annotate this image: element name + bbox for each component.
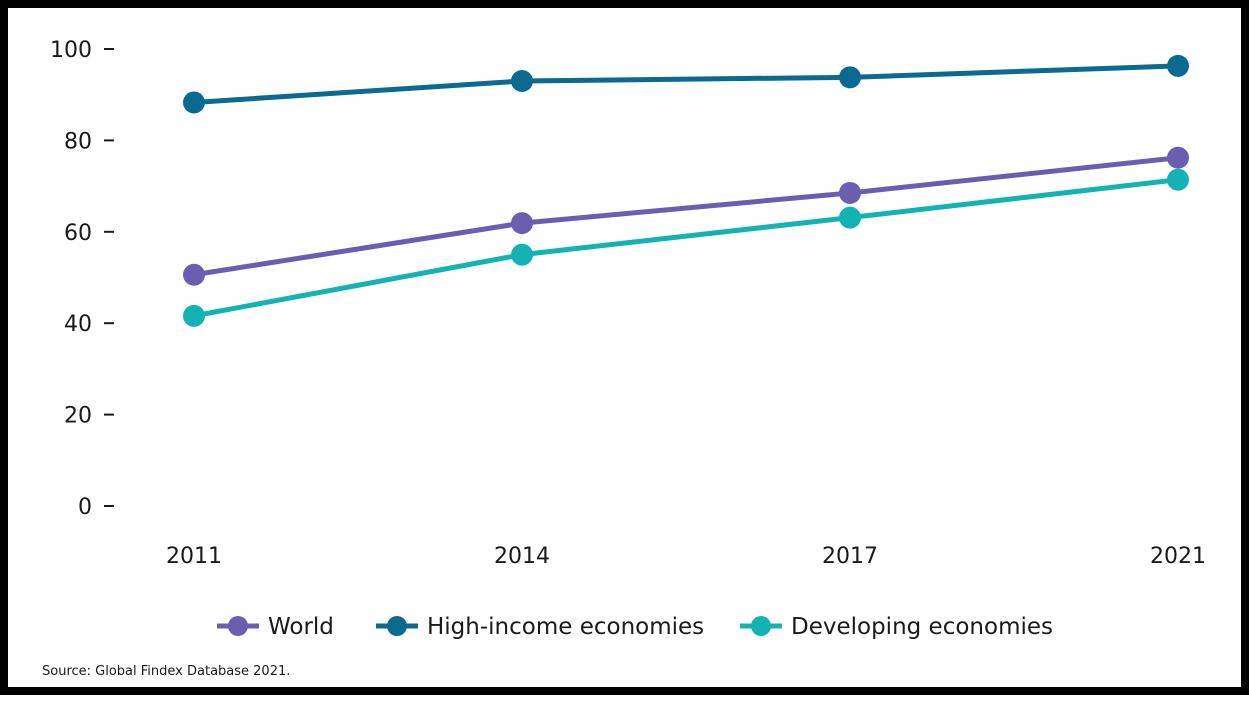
y-tick-label: 40 bbox=[64, 312, 92, 337]
y-tick-label: 100 bbox=[50, 38, 92, 63]
legend-swatch-marker bbox=[751, 616, 771, 636]
data-point bbox=[1167, 168, 1189, 191]
data-point bbox=[511, 69, 533, 92]
data-point bbox=[183, 263, 205, 286]
x-tick-label: 2011 bbox=[166, 544, 222, 569]
source-note: Source: Global Findex Database 2021. bbox=[42, 664, 290, 679]
series-developing-economies bbox=[183, 168, 1189, 327]
legend-item: High-income economies bbox=[376, 614, 704, 640]
line-chart: 0 20 40 60 80 100 2011 2014 2017 2021 World High-… bbox=[42, 38, 1206, 679]
legend-label: World bbox=[268, 614, 334, 640]
series-world bbox=[183, 146, 1189, 286]
data-point bbox=[183, 91, 205, 114]
data-point bbox=[511, 212, 533, 235]
legend-item: World bbox=[217, 614, 334, 640]
data-point bbox=[1167, 146, 1189, 169]
y-tick-label: 60 bbox=[64, 221, 92, 246]
x-tick-label: 2021 bbox=[1150, 544, 1206, 569]
legend-label: High-income economies bbox=[427, 614, 704, 640]
series-lines bbox=[183, 54, 1189, 327]
data-point bbox=[1167, 54, 1189, 77]
data-point bbox=[839, 181, 861, 204]
x-axis: 2011 2014 2017 2021 bbox=[166, 544, 1206, 569]
y-tick-label: 0 bbox=[78, 495, 92, 520]
legend-item: Developing economies bbox=[740, 614, 1053, 640]
data-point bbox=[839, 66, 861, 89]
data-point bbox=[183, 304, 205, 327]
series-line bbox=[191, 155, 1181, 278]
y-tick-label: 80 bbox=[64, 129, 92, 154]
series-line bbox=[191, 63, 1181, 105]
x-tick-label: 2017 bbox=[822, 544, 878, 569]
data-point bbox=[839, 206, 861, 229]
legend-label: Developing economies bbox=[791, 614, 1053, 640]
series-high-income-economies bbox=[183, 54, 1189, 114]
legend: World High-income economies Developing eco… bbox=[217, 614, 1053, 640]
y-axis: 0 20 40 60 80 100 bbox=[50, 38, 114, 520]
y-tick-label: 20 bbox=[64, 404, 92, 429]
legend-swatch-marker bbox=[228, 616, 248, 636]
x-tick-label: 2014 bbox=[494, 544, 550, 569]
series-line bbox=[191, 177, 1181, 319]
data-point bbox=[511, 243, 533, 266]
legend-swatch-marker bbox=[387, 616, 407, 636]
